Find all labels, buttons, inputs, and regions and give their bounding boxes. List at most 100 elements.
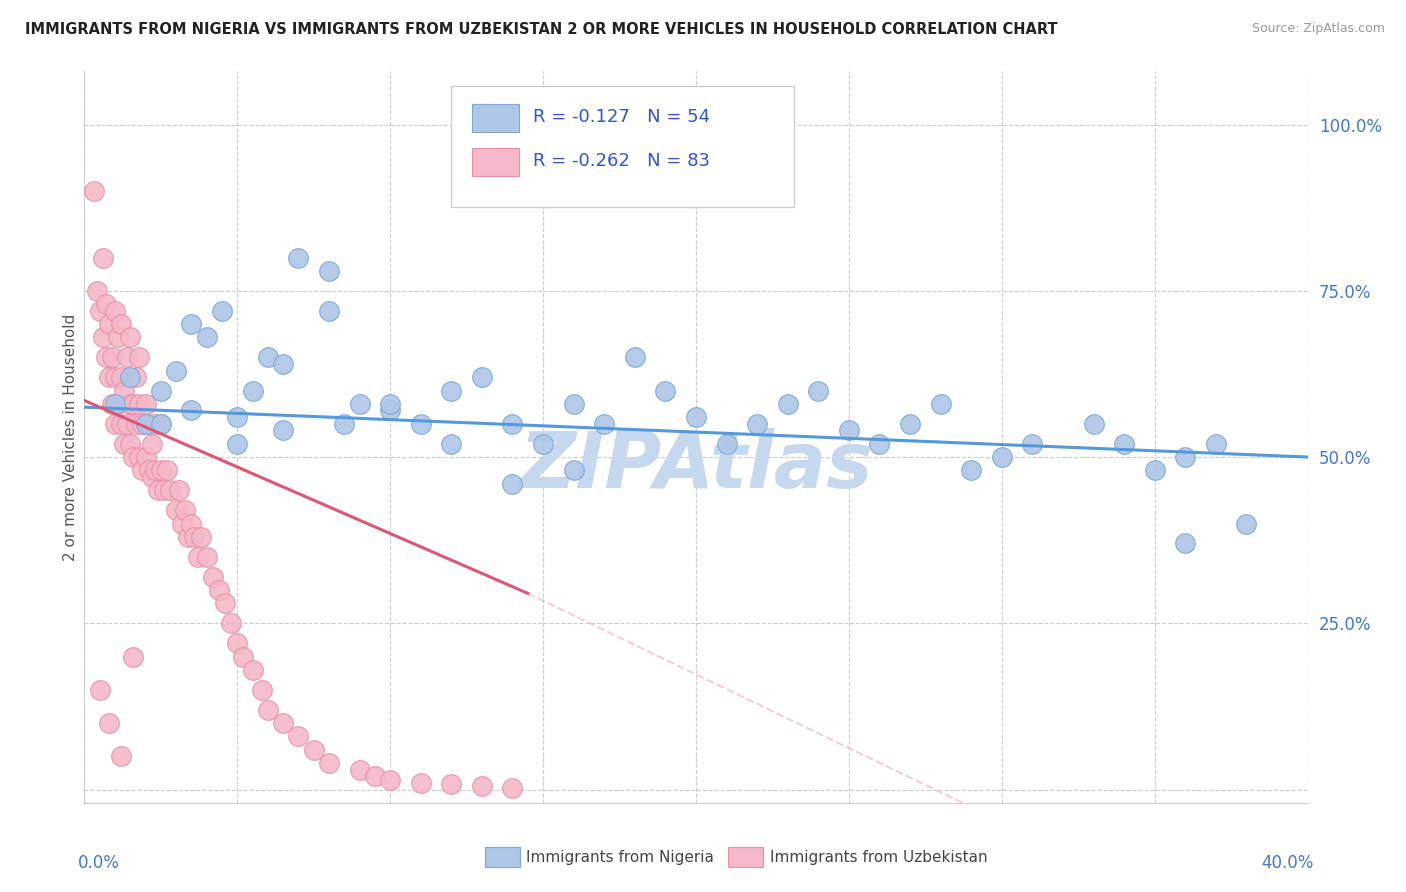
Point	[141, 436, 163, 450]
Point	[138, 463, 160, 477]
Point	[120, 370, 142, 384]
Point	[531, 436, 554, 450]
Point	[838, 424, 860, 438]
Point	[94, 351, 117, 365]
Point	[271, 716, 294, 731]
Point	[624, 351, 647, 365]
Point	[183, 530, 205, 544]
Point	[562, 463, 585, 477]
Point	[440, 436, 463, 450]
Point	[226, 636, 249, 650]
Point	[83, 184, 105, 198]
Point	[146, 483, 169, 498]
Bar	[472, 104, 519, 132]
Point	[1143, 463, 1166, 477]
Point	[471, 779, 494, 793]
Point	[226, 436, 249, 450]
Point	[869, 436, 891, 450]
Point	[97, 716, 120, 731]
Point	[219, 616, 242, 631]
Point	[149, 417, 172, 431]
Point	[101, 351, 124, 365]
FancyBboxPatch shape	[451, 86, 794, 207]
Point	[120, 330, 142, 344]
Point	[960, 463, 983, 477]
Point	[180, 317, 202, 331]
Point	[97, 370, 120, 384]
Point	[364, 769, 387, 783]
Point	[104, 303, 127, 318]
Point	[159, 483, 181, 498]
Point	[110, 370, 132, 384]
Point	[654, 384, 676, 398]
Point	[685, 410, 707, 425]
Point	[97, 317, 120, 331]
Point	[104, 397, 127, 411]
Point	[380, 397, 402, 411]
Point	[149, 417, 172, 431]
Point	[180, 403, 202, 417]
Point	[991, 450, 1014, 464]
Point	[143, 417, 166, 431]
Point	[776, 397, 799, 411]
Point	[257, 703, 280, 717]
Point	[149, 463, 172, 477]
Point	[747, 417, 769, 431]
Point	[1205, 436, 1227, 450]
Point	[242, 663, 264, 677]
Point	[409, 417, 432, 431]
Point	[110, 749, 132, 764]
Point	[1174, 536, 1197, 550]
Point	[174, 503, 197, 517]
Point	[190, 530, 212, 544]
Point	[318, 264, 340, 278]
Point	[287, 251, 309, 265]
Point	[110, 317, 132, 331]
Point	[807, 384, 830, 398]
Point	[257, 351, 280, 365]
Text: R = -0.262   N = 83: R = -0.262 N = 83	[533, 153, 710, 170]
Point	[107, 397, 129, 411]
Point	[104, 417, 127, 431]
Point	[141, 470, 163, 484]
Point	[302, 742, 325, 756]
Point	[153, 483, 176, 498]
Point	[271, 357, 294, 371]
Point	[440, 384, 463, 398]
Point	[104, 370, 127, 384]
Point	[128, 351, 150, 365]
Bar	[472, 148, 519, 176]
Point	[250, 682, 273, 697]
Point	[208, 582, 231, 597]
Point	[112, 436, 135, 450]
Point	[135, 397, 157, 411]
Point	[1114, 436, 1136, 450]
Point	[214, 596, 236, 610]
Point	[122, 397, 145, 411]
Point	[1083, 417, 1105, 431]
Point	[115, 351, 138, 365]
Text: 0.0%: 0.0%	[79, 854, 120, 872]
Point	[122, 450, 145, 464]
Point	[89, 682, 111, 697]
Point	[471, 370, 494, 384]
Point	[89, 303, 111, 318]
Text: Source: ZipAtlas.com: Source: ZipAtlas.com	[1251, 22, 1385, 36]
Text: Immigrants from Nigeria: Immigrants from Nigeria	[526, 850, 714, 864]
Point	[125, 417, 148, 431]
Point	[112, 384, 135, 398]
Point	[440, 777, 463, 791]
Point	[107, 330, 129, 344]
Point	[1236, 516, 1258, 531]
Point	[165, 503, 187, 517]
Point	[211, 303, 233, 318]
Point	[115, 417, 138, 431]
Point	[120, 436, 142, 450]
Point	[91, 251, 114, 265]
Point	[380, 403, 402, 417]
Point	[380, 772, 402, 787]
Point	[1174, 450, 1197, 464]
Point	[110, 417, 132, 431]
Y-axis label: 2 or more Vehicles in Household: 2 or more Vehicles in Household	[63, 313, 77, 561]
Point	[180, 516, 202, 531]
